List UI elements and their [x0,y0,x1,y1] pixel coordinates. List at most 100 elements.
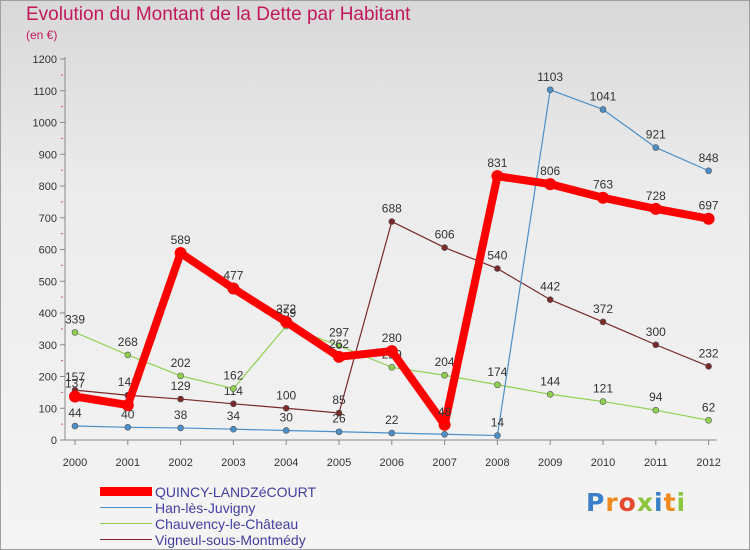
data-point [177,424,184,432]
data-label: 763 [593,178,613,192]
proxiti-logo: Proxiti [586,488,686,517]
data-label: 688 [382,202,402,216]
x-tick-label: 2011 [644,457,668,469]
data-label: 174 [487,365,507,379]
data-label: 339 [65,312,85,326]
data-label: 477 [223,269,243,283]
legend-swatch [100,539,152,540]
legend-swatch [100,507,152,508]
logo-letter: r [605,488,619,517]
data-label: 14 [491,416,505,430]
data-label: 144 [540,374,560,388]
data-label: 157 [65,370,85,384]
data-point [702,212,715,225]
data-label: 100 [276,388,296,402]
data-label: 606 [435,228,455,242]
x-tick-label: 2000 [63,457,87,469]
data-label: 137 [65,377,85,391]
legend-label: Chauvency-le-Château [155,516,299,532]
data-label: 297 [329,326,349,340]
data-point [385,345,398,358]
legend-label: QUINCY-LANDZéCOURT [155,484,317,500]
x-tick-label: 2005 [327,457,351,469]
data-label: 262 [329,337,349,351]
data-point [71,329,79,336]
data-point [230,425,237,433]
data-label: 280 [382,331,402,345]
data-label: 34 [227,409,241,423]
data-label: 697 [699,199,719,213]
data-point [491,170,504,183]
data-label: 589 [171,233,191,247]
y-tick-label: 1200 [33,54,57,66]
x-tick-label: 2003 [221,457,245,469]
x-tick-label: 2001 [116,457,140,469]
data-point [388,363,396,371]
x-tick-label: 2004 [274,457,298,469]
data-label: 540 [487,249,507,263]
data-point [705,363,712,370]
data-point [388,429,396,437]
legend-label: Han-lès-Juvigny [155,500,256,516]
x-tick-label: 2012 [696,457,720,469]
data-point [544,178,557,191]
data-label: 831 [487,156,507,170]
data-point [333,350,345,363]
x-tick-label: 2010 [591,457,615,469]
data-point [546,296,554,303]
data-point [599,106,607,113]
data-label: 121 [593,382,613,396]
data-label: 85 [332,393,346,407]
data-point [494,381,501,389]
data-point [124,423,132,431]
y-tick-label: 100 [39,403,57,415]
data-point [652,406,660,414]
data-point [177,372,184,380]
data-point [388,218,396,225]
data-label: 268 [118,335,138,349]
logo-letter: o [618,488,637,517]
data-label: 204 [435,355,455,369]
data-point [441,371,448,379]
data-point [649,202,662,215]
y-tick-label: 0 [51,435,57,447]
data-point [438,418,451,431]
y-tick-label: 900 [39,149,57,161]
data-point [441,244,448,251]
data-point [282,427,290,434]
data-label: 921 [646,128,666,142]
data-point [174,246,187,259]
data-point [230,385,237,392]
data-label: 806 [540,164,560,178]
data-label: 30 [280,410,294,424]
logo-letter: x [636,488,654,517]
data-point [335,409,343,417]
data-label: 232 [699,346,719,360]
data-point [121,399,134,412]
data-point [227,282,240,295]
data-point [230,400,237,408]
x-tick-label: 2006 [380,457,404,469]
y-tick-label: 600 [39,245,57,257]
data-label: 1103 [537,70,563,84]
data-label: 62 [702,400,716,414]
legend-swatch [100,487,152,496]
logo-letter: P [586,488,606,517]
legend-swatch [100,523,152,524]
y-tick-label: 200 [39,372,57,384]
data-label: 44 [68,406,82,420]
chart-title: Evolution du Montant de la Dette par Hab… [26,4,411,25]
data-point [335,428,343,436]
data-point [177,395,184,403]
data-label: 372 [276,302,296,316]
y-tick-label: 300 [39,340,57,352]
data-point [705,417,712,424]
data-point [597,191,609,204]
x-tick-label: 2002 [168,457,192,469]
data-point [599,318,607,326]
data-point [652,144,660,151]
logo-letter: i [676,488,687,517]
legend-label: Vigneul-sous-Montmédy [155,532,306,548]
